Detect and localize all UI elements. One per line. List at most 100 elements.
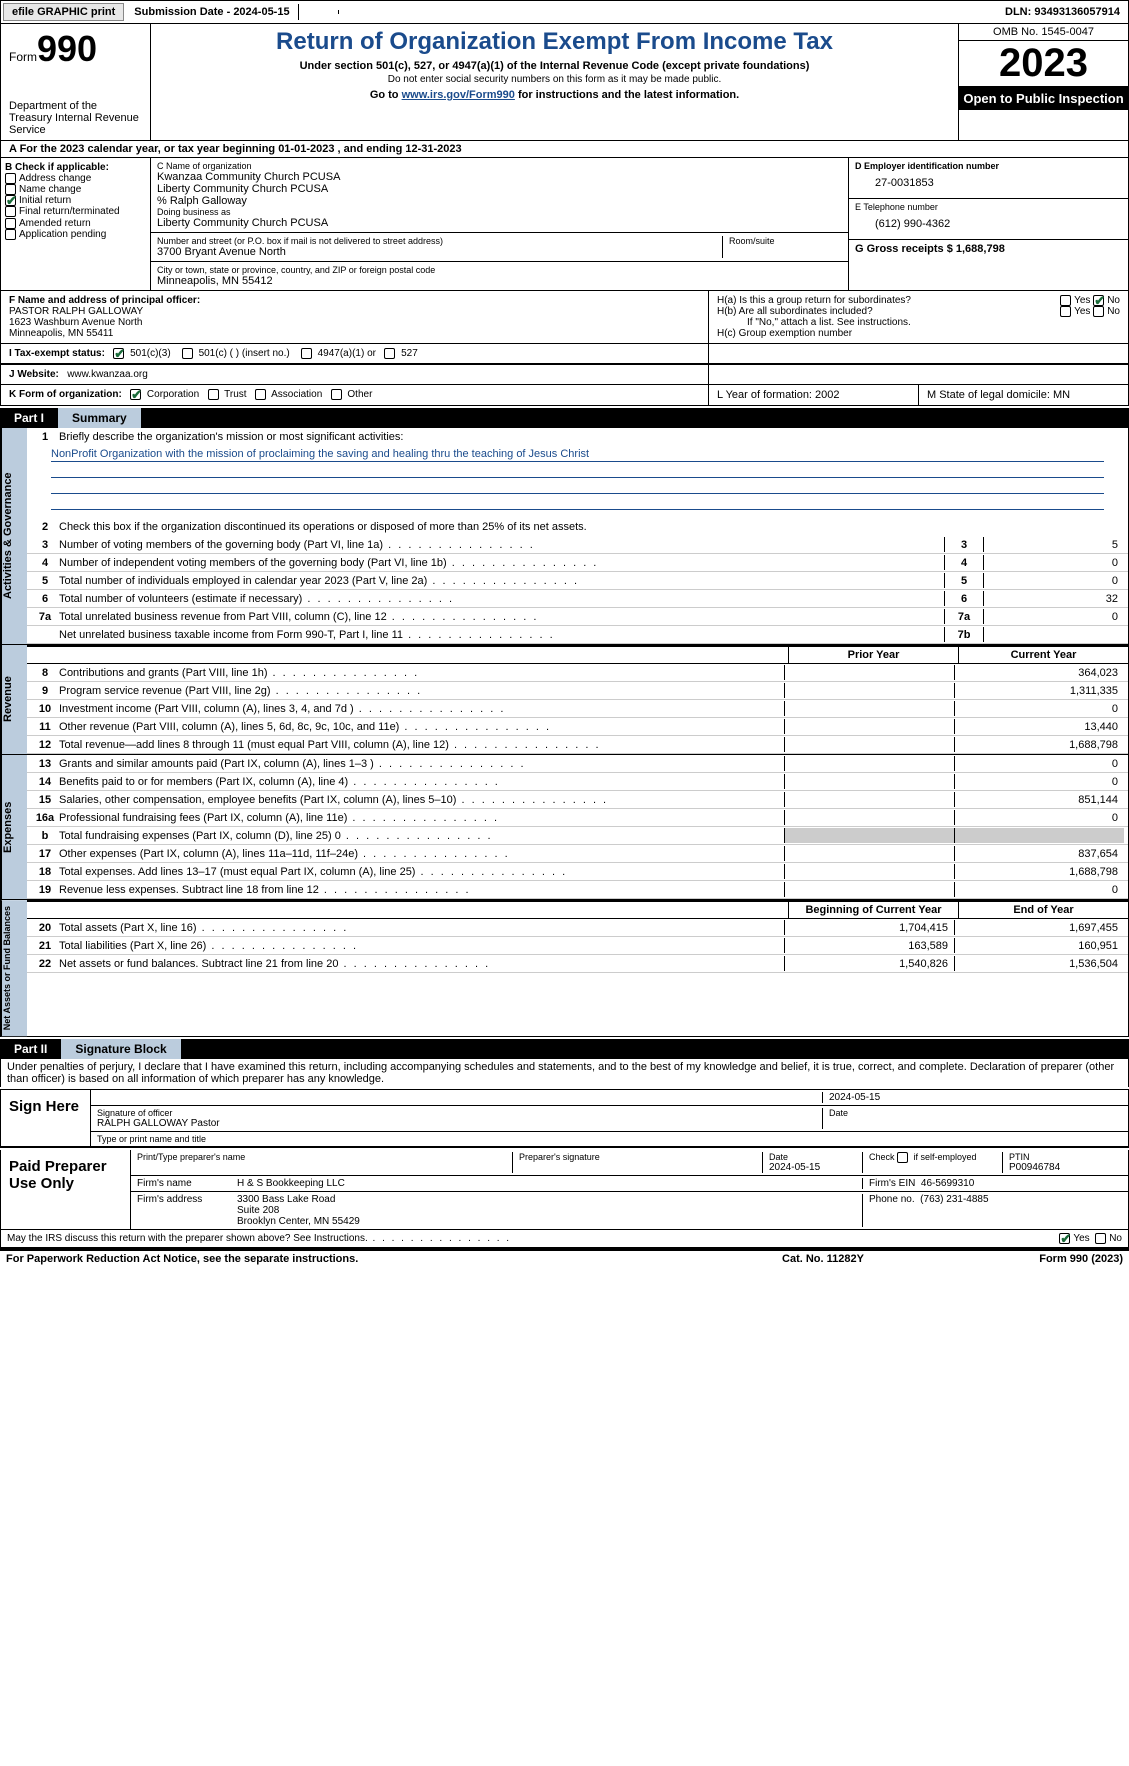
summary-line: 17 Other expenses (Part IX, column (A), …	[27, 845, 1128, 863]
chk-final-return[interactable]: Final return/terminated	[5, 206, 146, 217]
mission-blank	[51, 480, 1104, 494]
line-text: Program service revenue (Part VIII, line…	[59, 685, 784, 697]
current-value: 851,144	[954, 792, 1124, 807]
ein-value: 27-0031853	[855, 171, 1122, 195]
checkbox-icon	[5, 229, 16, 240]
checkbox-icon[interactable]	[208, 389, 219, 400]
checkbox-checked-icon[interactable]	[113, 348, 124, 359]
checkbox-checked-icon[interactable]	[1093, 295, 1104, 306]
sig-officer-label: Signature of officer	[97, 1108, 822, 1118]
open-to-public: Open to Public Inspection	[959, 87, 1128, 110]
checkbox-checked-icon[interactable]	[1059, 1233, 1070, 1244]
prior-value	[784, 665, 954, 680]
officer-addr2: Minneapolis, MN 55411	[9, 328, 700, 339]
irs-link[interactable]: www.irs.gov/Form990	[402, 89, 515, 101]
org-name-3: % Ralph Galloway	[157, 195, 842, 207]
line-num: 2	[31, 521, 59, 533]
no-label: No	[1107, 295, 1120, 306]
chk-label: Amended return	[19, 218, 91, 229]
date-label: Date	[829, 1108, 1122, 1118]
checkbox-icon[interactable]	[897, 1152, 908, 1163]
checkbox-icon[interactable]	[384, 348, 395, 359]
line-value: 0	[984, 573, 1124, 588]
current-value: 13,440	[954, 719, 1124, 734]
summary-expenses: Expenses 13 Grants and similar amounts p…	[0, 755, 1129, 900]
prior-value	[784, 792, 954, 807]
page-footer: For Paperwork Reduction Act Notice, see …	[0, 1249, 1129, 1267]
summary-line: 21 Total liabilities (Part X, line 26) 1…	[27, 937, 1128, 955]
opt-trust: Trust	[224, 389, 246, 400]
prior-value	[784, 810, 954, 825]
line-num: 22	[31, 958, 59, 970]
line-text: Total revenue—add lines 8 through 11 (mu…	[59, 739, 784, 751]
chk-application-pending[interactable]: Application pending	[5, 229, 146, 240]
hdr-begin: Beginning of Current Year	[788, 902, 958, 918]
line-num: 13	[31, 758, 59, 770]
summary-line: 7a Total unrelated business revenue from…	[27, 608, 1128, 626]
summary-line: 15 Salaries, other compensation, employe…	[27, 791, 1128, 809]
checkbox-icon[interactable]	[255, 389, 266, 400]
submission-date: Submission Date - 2024-05-15	[126, 4, 298, 20]
chk-address-change[interactable]: Address change	[5, 173, 146, 184]
checkbox-icon[interactable]	[1093, 306, 1104, 317]
line-num: 19	[31, 884, 59, 896]
checkbox-icon[interactable]	[1060, 295, 1071, 306]
part-2-title: Signature Block	[61, 1039, 180, 1059]
line-num: 18	[31, 866, 59, 878]
website-value: www.kwanzaa.org	[67, 369, 148, 380]
summary-revenue: Revenue Prior Year Current Year 8 Contri…	[0, 645, 1129, 755]
ha-label: H(a) Is this a group return for subordin…	[717, 295, 1060, 306]
prep-name-label: Print/Type preparer's name	[137, 1152, 512, 1173]
prior-value	[784, 882, 954, 897]
current-value: 0	[954, 882, 1124, 897]
line-num: 1	[31, 431, 59, 443]
current-value: 1,536,504	[954, 956, 1124, 971]
line-text: Total unrelated business revenue from Pa…	[59, 611, 944, 623]
department-treasury: Department of the Treasury Internal Reve…	[9, 100, 142, 136]
vtab-expenses: Expenses	[1, 755, 27, 899]
hc-label: H(c) Group exemption number	[717, 328, 1120, 339]
chk-name-change[interactable]: Name change	[5, 184, 146, 195]
checkbox-icon[interactable]	[182, 348, 193, 359]
checkbox-icon[interactable]	[1060, 306, 1071, 317]
summary-line: 16a Professional fundraising fees (Part …	[27, 809, 1128, 827]
line-box: 5	[944, 573, 984, 588]
current-value: 1,311,335	[954, 683, 1124, 698]
sign-date: 2024-05-15	[822, 1092, 1122, 1103]
hb-row: H(b) Are all subordinates included? Yes …	[717, 306, 1120, 317]
prior-value	[784, 701, 954, 716]
part-2-header: Part II Signature Block	[0, 1039, 1129, 1059]
line-text: Number of voting members of the governin…	[59, 539, 944, 551]
firm-addr: 3300 Bass Lake Road Suite 208 Brooklyn C…	[237, 1194, 862, 1227]
line-value: 0	[984, 555, 1124, 570]
prior-value	[784, 846, 954, 861]
line-num: 12	[31, 739, 59, 751]
org-name-2: Liberty Community Church PCUSA	[157, 183, 842, 195]
checkbox-icon[interactable]	[301, 348, 312, 359]
summary-line: 19 Revenue less expenses. Subtract line …	[27, 881, 1128, 899]
gross-receipts: G Gross receipts $ 1,688,798	[855, 243, 1122, 255]
efile-print-button[interactable]: efile GRAPHIC print	[3, 3, 124, 21]
self-employed: Check if self-employed	[862, 1152, 1002, 1173]
chk-amended[interactable]: Amended return	[5, 218, 146, 229]
tax-year: 2023	[959, 41, 1128, 87]
opt-4947: 4947(a)(1) or	[318, 348, 376, 359]
street-label: Number and street (or P.O. box if mail i…	[157, 236, 722, 246]
checkbox-icon[interactable]	[1095, 1233, 1106, 1244]
phone-value: (612) 990-4362	[855, 212, 1122, 236]
prior-value: 1,540,826	[784, 956, 954, 971]
checkbox-icon[interactable]	[331, 389, 342, 400]
checkbox-checked-icon[interactable]	[130, 389, 141, 400]
summary-line: 10 Investment income (Part VIII, column …	[27, 700, 1128, 718]
current-value: 364,023	[954, 665, 1124, 680]
chk-label: Application pending	[19, 229, 106, 240]
chk-label: Name change	[19, 184, 81, 195]
line-num: 5	[31, 575, 59, 587]
line-num: 16a	[31, 812, 59, 824]
part-2-num: Part II	[0, 1039, 61, 1059]
chk-initial-return[interactable]: Initial return	[5, 195, 146, 206]
line-num: 10	[31, 703, 59, 715]
goto-pre: Go to	[370, 89, 402, 101]
line-num: 17	[31, 848, 59, 860]
prior-value	[784, 864, 954, 879]
